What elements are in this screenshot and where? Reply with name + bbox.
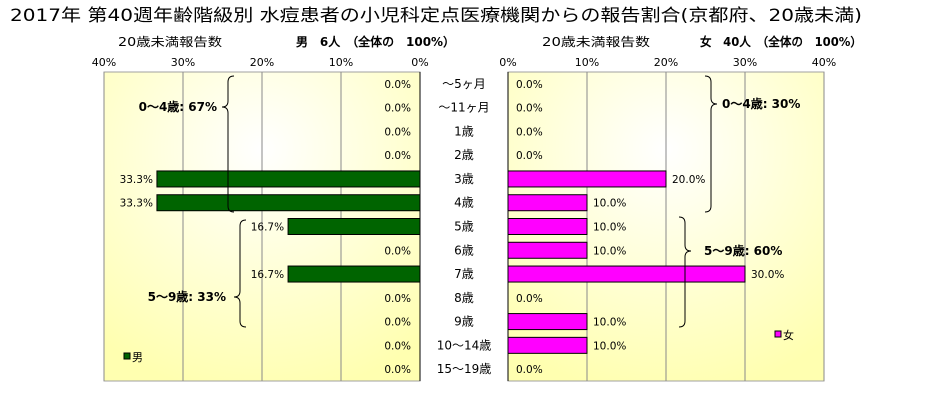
chart-marks: 0% 0% 10% 10% 20% 20% 30% 30% 40% 40% ～5ヶ月 ～11ヶ月 1歳 2… [92, 56, 836, 382]
legend-label-female: 女 [783, 328, 794, 342]
category-label: ～5ヶ月 [442, 77, 486, 91]
x-tick-label-female: 10% [575, 56, 599, 69]
legend-label-male: 男 [132, 351, 143, 364]
data-label-male: 0.0% [384, 150, 411, 162]
category-label: 8歳 [454, 291, 474, 305]
data-label-male: 33.3% [120, 198, 153, 210]
data-label-female: 10.0% [593, 222, 626, 234]
data-label-female: 0.0% [516, 364, 543, 376]
data-label-female: 10.0% [593, 340, 626, 352]
data-label-female: 20.0% [672, 174, 705, 186]
data-label-male: 33.3% [120, 174, 153, 186]
group-annotation-male-0-4: 0～4歳: 67% [139, 99, 217, 114]
bar-male [287, 265, 421, 283]
data-label-male: 0.0% [384, 340, 411, 352]
data-label-female: 30.0% [751, 269, 784, 281]
x-tick-label-male: 20% [250, 56, 274, 69]
bar-female [507, 170, 667, 188]
category-label: 6歳 [454, 243, 474, 257]
category-label: 7歳 [454, 267, 474, 281]
group-brace-female-0-4 [704, 75, 718, 213]
group-annotation-female-0-4: 0～4歳: 30% [722, 96, 800, 111]
data-label-female: 0.0% [516, 293, 543, 305]
data-label-male: 0.0% [384, 126, 411, 138]
data-label-female: 0.0% [516, 150, 543, 162]
group-brace-male-5-9 [233, 219, 247, 328]
x-tick-label-male: 40% [92, 56, 116, 69]
category-label: 1歳 [454, 124, 474, 138]
chart-title: 2017年 第40週年齢階級別 水痘患者の小児科定点医療機関からの報告割合(京都… [10, 6, 862, 26]
female-count-label: 20歳未満報告数 [542, 34, 650, 49]
data-label-male: 16.7% [251, 269, 284, 281]
category-label: 2歳 [454, 148, 474, 162]
data-label-male: 0.0% [384, 79, 411, 91]
data-label-male: 0.0% [384, 364, 411, 376]
bar-female [507, 313, 588, 331]
x-tick-label-female: 0% [499, 56, 516, 69]
x-tick-label-male: 10% [329, 56, 353, 69]
category-label: 4歳 [454, 196, 474, 210]
data-label-female: 0.0% [516, 79, 543, 91]
category-label: ～11ヶ月 [438, 101, 489, 115]
data-label-female: 0.0% [516, 126, 543, 138]
bar-female [507, 194, 588, 212]
male-count-label: 20歳未満報告数 [118, 34, 222, 49]
data-label-female: 10.0% [593, 245, 626, 257]
category-label: 15～19歳 [437, 362, 492, 376]
group-annotation-female-5-9: 5～9歳: 60% [704, 243, 782, 258]
category-label: 10～14歳 [437, 338, 492, 352]
bar-male [287, 218, 421, 235]
group-annotation-male-5-9: 5～9歳: 33% [148, 289, 226, 304]
bar-male [156, 194, 421, 212]
category-label: 3歳 [454, 172, 474, 186]
bar-female [507, 241, 588, 259]
group-brace-female-5-9 [678, 216, 692, 328]
group-brace-male-0-4 [221, 75, 235, 213]
legend-swatch-female [774, 330, 782, 338]
bar-female [507, 336, 588, 354]
data-label-male: 0.0% [384, 293, 411, 305]
female-header: 女 40人 （全体の 100%） [700, 34, 862, 49]
category-label: 5歳 [454, 220, 474, 234]
data-label-male: 16.7% [251, 222, 284, 234]
data-label-male: 0.0% [384, 317, 411, 329]
x-tick-label-female: 20% [654, 56, 678, 69]
male-header: 男 6人 （全体の 100%） [296, 34, 455, 49]
data-label-female: 10.0% [593, 317, 626, 329]
x-tick-label-female: 30% [733, 56, 757, 69]
x-tick-label-female: 40% [812, 56, 836, 69]
data-label-female: 10.0% [593, 198, 626, 210]
bar-female [507, 265, 746, 283]
bar-male [156, 170, 421, 188]
category-label: 9歳 [454, 315, 474, 329]
legend-swatch-male [123, 352, 131, 360]
data-label-male: 0.0% [384, 245, 411, 257]
x-tick-label-male: 0% [411, 56, 428, 69]
data-label-female: 0.0% [516, 103, 543, 115]
x-tick-label-male: 30% [171, 56, 195, 69]
data-label-male: 0.0% [384, 103, 411, 115]
bar-female [507, 218, 588, 235]
